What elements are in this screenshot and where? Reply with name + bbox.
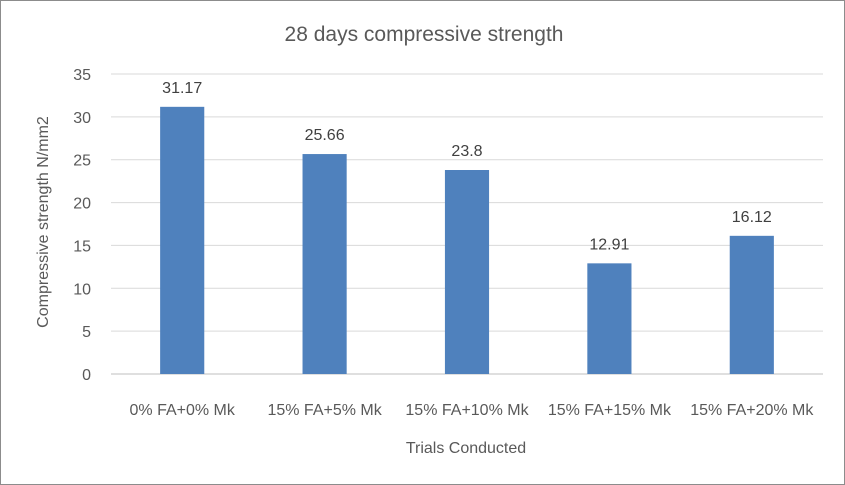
y-tick-label: 5 <box>82 324 91 341</box>
x-axis-title: Trials Conducted <box>406 440 526 457</box>
y-tick-label: 10 <box>73 281 91 298</box>
bar <box>587 263 632 374</box>
y-tick-label: 30 <box>73 110 91 127</box>
y-axis-ticks: 0 5 10 15 20 25 30 35 <box>73 67 91 384</box>
data-label: 25.66 <box>305 127 345 144</box>
bar <box>302 154 347 374</box>
data-label: 31.17 <box>162 80 202 97</box>
chart-title: 28 days compressive strength <box>285 23 564 46</box>
x-category-label: 0% FA+0% Mk <box>130 402 236 419</box>
y-tick-label: 25 <box>73 153 91 170</box>
bar <box>729 235 774 374</box>
bar <box>444 170 490 374</box>
data-label: 16.12 <box>732 209 772 226</box>
x-category-label: 15% FA+5% Mk <box>267 402 382 419</box>
x-axis-categories: 0% FA+0% Mk 15% FA+5% Mk 15% FA+10% Mk 15% … <box>130 402 815 419</box>
bar <box>160 106 205 374</box>
x-category-label: 15% FA+10% Mk <box>405 402 529 419</box>
y-tick-label: 20 <box>73 196 91 213</box>
data-label: 12.91 <box>589 236 629 253</box>
y-tick-label: 15 <box>73 238 91 255</box>
data-labels: 31.17 25.66 23.8 12.91 16.12 <box>162 80 772 254</box>
bars <box>160 106 774 374</box>
y-tick-label: 35 <box>73 67 91 84</box>
x-category-label: 15% FA+15% Mk <box>548 402 672 419</box>
y-axis-title: Compressive strength N/mm2 <box>35 116 52 328</box>
data-label: 23.8 <box>451 143 482 160</box>
x-category-label: 15% FA+20% Mk <box>690 402 814 419</box>
y-tick-label: 0 <box>82 367 91 384</box>
